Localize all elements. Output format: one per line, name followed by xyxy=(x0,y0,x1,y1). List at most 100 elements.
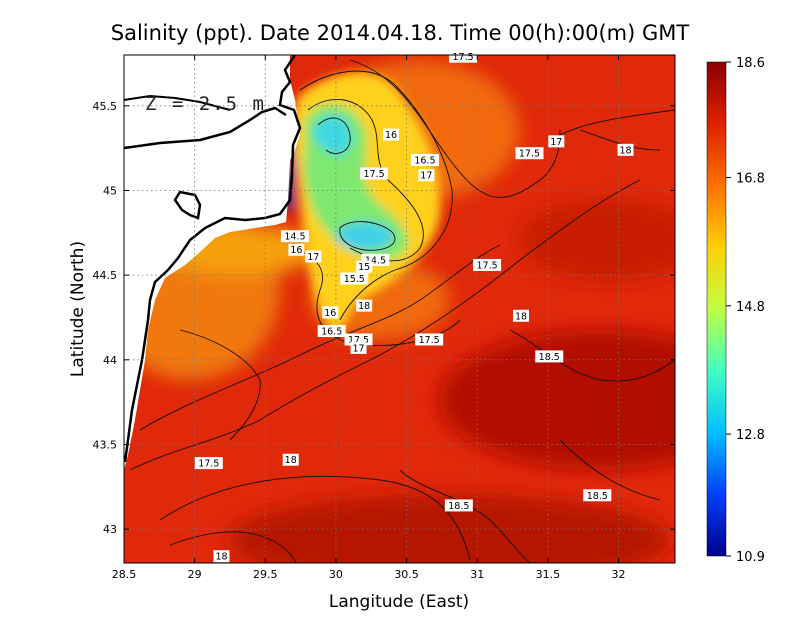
contour-label-text: 17.5 xyxy=(198,459,219,470)
contour-label-box xyxy=(340,272,369,285)
colorbar-ticks: 18.6 16.8 14.8 12.8 10.9 xyxy=(726,56,765,565)
x-tick-label: 29 xyxy=(188,568,202,581)
contour-label-text: 18.5 xyxy=(539,352,560,363)
contour-label-box xyxy=(473,258,502,271)
contour-label-text: 17 xyxy=(420,171,432,182)
y-axis-label: Latitude (North) xyxy=(68,241,88,377)
contour-line xyxy=(509,329,675,382)
contour-label: 17.5 xyxy=(473,258,502,271)
contour-label-box xyxy=(288,243,305,256)
contour-label-box xyxy=(360,167,389,180)
contour-label: 17.5 xyxy=(360,167,389,180)
coastline xyxy=(124,55,302,463)
plot-frame xyxy=(123,54,676,564)
y-axis: 43 43.5 44 44.5 45 45.5 xyxy=(93,100,675,536)
contour-line xyxy=(317,117,351,154)
salinity-field xyxy=(124,55,675,563)
contour-label: 17.5 xyxy=(515,147,544,160)
contour-label: 18.5 xyxy=(535,350,564,363)
contour-label-text: 17.5 xyxy=(348,335,369,346)
x-tick-label: 30.5 xyxy=(394,568,419,581)
contour-line xyxy=(349,59,561,198)
contour-label-text: 14.5 xyxy=(284,232,305,243)
contour-label-box xyxy=(515,147,544,160)
cyan-core xyxy=(313,115,353,155)
contour-line xyxy=(579,129,661,151)
contour-label-box xyxy=(356,299,373,312)
x-tick-label: 28.5 xyxy=(112,568,137,581)
contour-label-text: 16 xyxy=(385,130,397,141)
contour-label: 18.5 xyxy=(444,499,473,512)
y-tick-label: 43.5 xyxy=(93,438,118,451)
contour-label-box xyxy=(280,230,309,243)
contour-label-box xyxy=(410,153,439,166)
river-mouth xyxy=(286,150,293,210)
contour-label-text: 16 xyxy=(324,308,336,319)
chart-title: Salinity (ppt). Date 2014.04.18. Time 00… xyxy=(111,21,690,45)
contour-line xyxy=(307,98,424,262)
contour-label-text: 17 xyxy=(550,137,562,148)
contour-label-box xyxy=(415,333,444,346)
contour-label-text: 14.5 xyxy=(365,255,386,266)
cyan-core xyxy=(337,222,393,250)
land-mask xyxy=(124,55,300,470)
contour-label-text: 17 xyxy=(352,343,364,354)
contour-line xyxy=(299,70,453,321)
contour-label-text: 17 xyxy=(307,252,319,263)
contour-label: 18 xyxy=(513,309,530,322)
contour-line xyxy=(399,469,531,563)
y-tick-label: 45.5 xyxy=(93,100,118,113)
depth-annotation: Z = 2.5 m xyxy=(145,93,266,115)
contour-label: 14.5 xyxy=(361,253,390,266)
colorbar-gradient xyxy=(706,61,727,557)
contour-label-box xyxy=(322,306,339,319)
colorbar-tick-label: 12.8 xyxy=(736,428,765,443)
contour-label-box xyxy=(383,128,400,141)
contour-label: 18 xyxy=(617,143,634,156)
contour-label: 16.5 xyxy=(410,153,439,166)
contour-label-text: 18 xyxy=(215,552,227,563)
contour-label-text: 18.5 xyxy=(448,501,469,512)
y-tick-label: 44 xyxy=(103,354,117,367)
contour-label-box xyxy=(194,457,223,470)
contour-label-text: 18 xyxy=(620,145,632,156)
contour-label-text: 18 xyxy=(515,311,527,322)
contour-label: 17.5 xyxy=(194,457,223,470)
x-tick-label: 32 xyxy=(611,568,625,581)
high-salinity-zone xyxy=(440,330,675,470)
contour-label: 17.5 xyxy=(415,333,444,346)
contour-label-box xyxy=(361,253,390,266)
contour-label-text: 16 xyxy=(290,245,302,256)
colorbar-tick-label: 16.8 xyxy=(736,171,765,186)
contour-line xyxy=(169,531,297,563)
contour-label: 15.5 xyxy=(340,272,369,285)
contour-label-box xyxy=(583,489,612,502)
contour-label-box xyxy=(213,550,230,563)
contour-label-box xyxy=(444,499,473,512)
contour-label-box xyxy=(548,135,565,148)
contour-label-text: 17.5 xyxy=(477,260,498,271)
contour-label-text: 18 xyxy=(358,301,370,312)
contour-label: 18 xyxy=(282,453,299,466)
coastline xyxy=(124,106,287,150)
contour-line xyxy=(179,329,261,441)
contour-label-text: 15 xyxy=(358,262,370,273)
contour-label-box xyxy=(449,50,478,63)
contour-label: 18 xyxy=(213,550,230,563)
contour-label: 17 xyxy=(418,169,435,182)
contour-label: 16 xyxy=(322,306,339,319)
contour-label-box xyxy=(305,250,322,263)
contour-label-text: 16.5 xyxy=(321,327,342,338)
contour-label-text: 15.5 xyxy=(344,274,365,285)
y-tick-label: 44.5 xyxy=(93,269,118,282)
contour-label-box xyxy=(317,325,346,338)
colorbar: 18.6 16.8 14.8 12.8 10.9 xyxy=(706,56,765,565)
contour-label-text: 17.5 xyxy=(519,149,540,160)
y-tick-label: 43 xyxy=(103,523,117,536)
colorbar-tick-label: 14.8 xyxy=(736,300,765,315)
contour-label: 18.5 xyxy=(583,489,612,502)
contour-label: 16.5 xyxy=(317,325,346,338)
contour-line xyxy=(129,179,641,471)
